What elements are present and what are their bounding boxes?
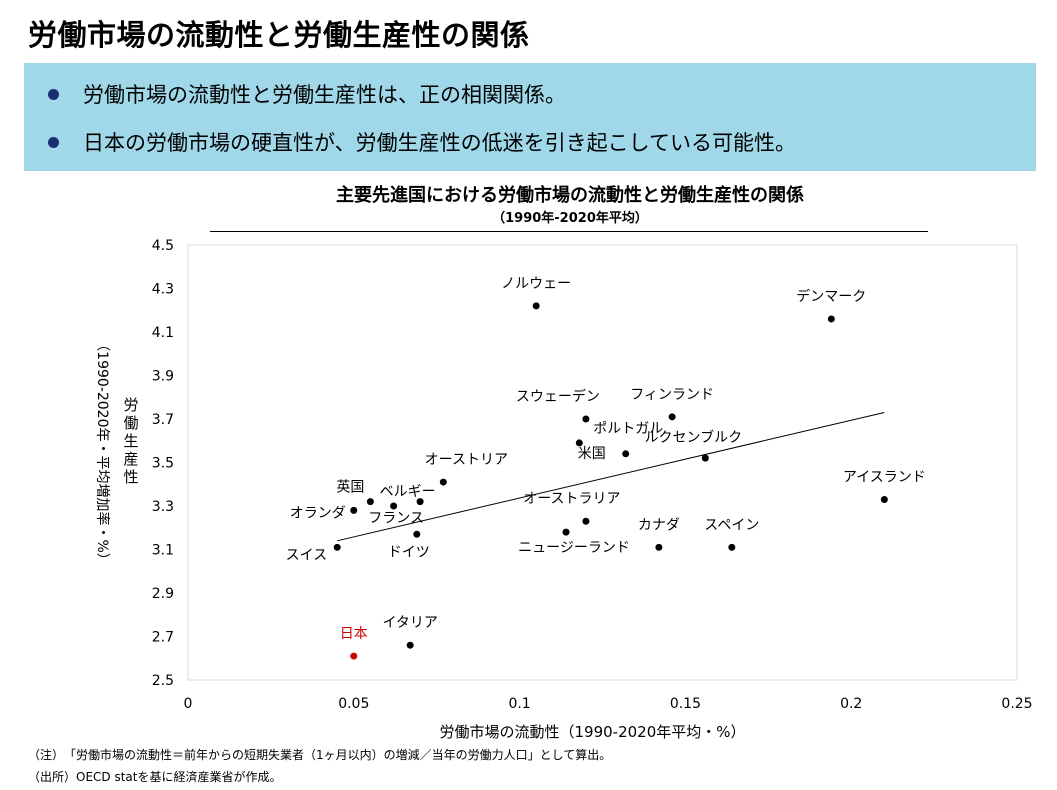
footnote: （注） 「労働市場の流動性＝前年からの短期失業者（1ヶ月以内）の増減／当年の労働… <box>28 748 612 762</box>
y-tick-label: 2.9 <box>152 586 174 602</box>
y-tick-label: 3.9 <box>152 369 174 385</box>
x-tick-label: 0.05 <box>338 696 369 712</box>
summary-box: 労働市場の流動性と労働生産性は、正の相関関係。 日本の労働市場の硬直性が、労働生… <box>24 63 1036 171</box>
y-tick-label: 3.7 <box>152 412 174 428</box>
data-point-label: ベルギー <box>380 484 436 500</box>
chart-title: 主要先進国における労働市場の流動性と労働生産性の関係 <box>336 185 804 206</box>
data-point-label: ルクセンブルク <box>644 429 742 446</box>
data-point <box>582 415 590 423</box>
data-point <box>622 450 630 458</box>
bullet-icon <box>48 136 59 148</box>
chart-subtitle: （1990年-2020年平均） <box>492 211 648 226</box>
data-point <box>728 543 736 551</box>
y-axis-sublabel: （1990-2020年・平均増加率・%） <box>94 337 111 567</box>
scatter-chart: 2.5 2.7 2.9 3.1 3.3 3.5 3.7 3.9 4.1 4.3 4.5 0 0.05 0.… <box>94 238 1033 741</box>
data-point-label: オーストリア <box>425 452 508 468</box>
plot-area <box>187 244 1018 681</box>
bullet-icon <box>48 88 59 100</box>
y-axis-label: 労働生産性 <box>123 396 138 486</box>
page-title: 労働市場の流動性と労働生産性の関係 <box>28 18 530 52</box>
data-point <box>827 315 835 323</box>
data-point-label: イタリア <box>382 615 437 631</box>
data-point <box>350 506 358 514</box>
y-tick-label: 4.5 <box>152 238 174 254</box>
data-point <box>880 495 888 503</box>
y-tick-label: 3.1 <box>152 543 174 559</box>
data-point <box>366 498 374 506</box>
summary-bullet-text: 日本の労働市場の硬直性が、労働生産性の低迷を引き起こしている可能性。 <box>83 131 796 155</box>
data-point-label: ノルウェー <box>501 276 571 292</box>
summary-bullet: 日本の労働市場の硬直性が、労働生産性の低迷を引き起こしている可能性。 <box>48 127 796 157</box>
data-point <box>413 530 421 538</box>
data-point <box>390 502 398 510</box>
y-tick-label: 2.7 <box>152 630 174 646</box>
data-point-label: フィンランド <box>630 387 714 403</box>
data-point <box>582 517 590 525</box>
data-point-label: ニュージーランド <box>518 540 630 556</box>
data-point <box>668 413 676 421</box>
y-tick-label: 3.3 <box>152 499 174 515</box>
summary-bullet-text: 労働市場の流動性と労働生産性は、正の相関関係。 <box>83 83 566 107</box>
data-point-label: ポルトガル <box>593 421 663 437</box>
x-tick-label: 0.2 <box>840 696 862 712</box>
data-point-label: ドイツ <box>388 544 430 560</box>
data-point-label: 米国 <box>578 446 606 462</box>
data-point-label: 日本 <box>340 626 368 642</box>
data-point-label: オランダ <box>290 505 346 521</box>
data-point <box>350 652 358 660</box>
summary-bullet: 労働市場の流動性と労働生産性は、正の相関関係。 <box>48 79 566 109</box>
x-tick-label: 0.1 <box>508 696 530 712</box>
y-tick-label: 4.1 <box>152 325 174 341</box>
data-point-label: オーストラリア <box>523 491 620 507</box>
data-point-label: スウェーデン <box>516 388 600 405</box>
data-point-label: 英国 <box>336 479 364 496</box>
trend-line <box>337 411 885 542</box>
data-point <box>575 439 583 447</box>
x-axis-label: 労働市場の流動性（1990-2020年平均・%） <box>439 723 745 741</box>
data-point-label: フランス <box>368 511 424 527</box>
data-point <box>562 528 570 536</box>
data-point <box>655 543 663 551</box>
data-point <box>406 641 414 649</box>
data-point <box>333 543 341 551</box>
x-tick-label: 0 <box>184 696 193 712</box>
data-point <box>416 498 424 506</box>
title-rule <box>210 231 928 232</box>
x-tick-label: 0.15 <box>670 696 701 712</box>
y-tick-label: 2.5 <box>152 673 174 689</box>
data-point <box>701 454 709 462</box>
data-point-label: スペイン <box>704 517 759 533</box>
data-point-label: アイスランド <box>843 469 926 485</box>
x-tick-label: 0.25 <box>1001 696 1032 712</box>
source-note: （出所）OECD statを基に経済産業省が作成。 <box>28 770 282 784</box>
data-point <box>439 478 447 486</box>
data-point-label: スイス <box>286 547 328 563</box>
y-tick-label: 3.5 <box>152 456 174 472</box>
data-point-label: デンマーク <box>796 288 866 305</box>
data-point <box>532 302 540 310</box>
y-tick-label: 4.3 <box>152 282 174 298</box>
data-point-label: カナダ <box>638 517 680 533</box>
